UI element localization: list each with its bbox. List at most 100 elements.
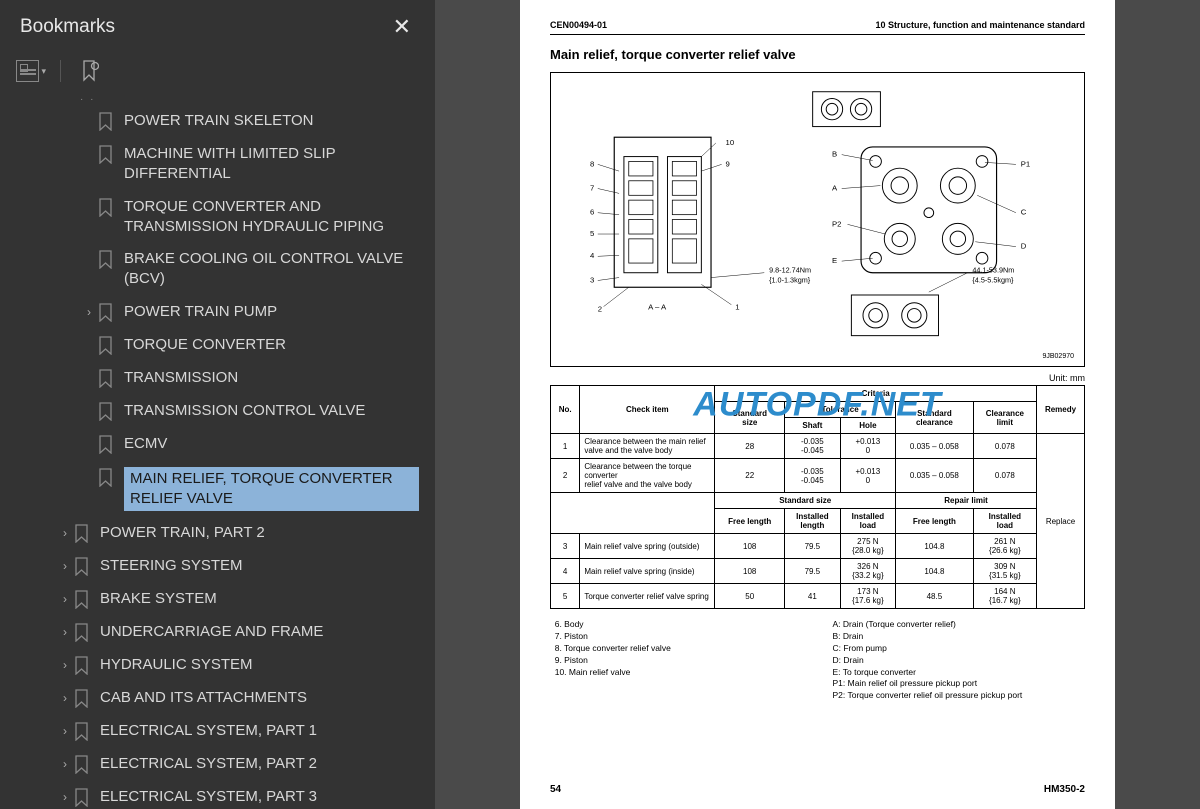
outline-view-icon[interactable]: ▾ (16, 58, 46, 84)
bookmark-label: ELECTRICAL SYSTEM, PART 3 (100, 787, 419, 807)
expand-icon[interactable]: › (56, 754, 74, 772)
svg-text:5: 5 (590, 229, 594, 238)
bookmark-label: TRANSMISSION (124, 368, 419, 388)
bookmarks-toolbar: ▾ (0, 52, 435, 94)
svg-text:3: 3 (590, 275, 594, 284)
bookmark-item[interactable]: › HYDRAULIC SYSTEM (0, 649, 427, 682)
bookmark-label: UNDERCARRIAGE AND FRAME (100, 622, 419, 642)
pdf-page: CEN00494-01 10 Structure, function and m… (520, 0, 1115, 809)
expand-icon[interactable]: › (56, 655, 74, 673)
expand-icon[interactable]: › (56, 556, 74, 574)
bookmark-ribbon-icon (98, 402, 116, 422)
page-header: CEN00494-01 10 Structure, function and m… (550, 20, 1085, 35)
page-number: 54 (550, 784, 561, 795)
bookmark-item[interactable]: › ELECTRICAL SYSTEM, PART 3 (0, 781, 427, 809)
svg-text:8: 8 (590, 159, 594, 168)
expand-icon[interactable]: › (56, 622, 74, 640)
bookmark-item[interactable]: MAIN RELIEF, TORQUE CONVERTER RELIEF VAL… (0, 461, 427, 518)
bookmark-item[interactable]: › CAB AND ITS ATTACHMENTS (0, 682, 427, 715)
svg-text:{4.5-5.5kgm}: {4.5-5.5kgm} (972, 275, 1014, 284)
section-title: Main relief, torque converter relief val… (550, 47, 1085, 62)
expand-icon[interactable]: › (56, 688, 74, 706)
unit-label: Unit: mm (550, 373, 1085, 383)
doc-code: CEN00494-01 (550, 20, 607, 30)
svg-text:4: 4 (590, 251, 595, 260)
bookmark-item[interactable]: ›ELECTRICAL SYSTEM, PART 1 (0, 715, 427, 748)
parts-legend: 6. Body 7. Piston 8. Torque converter re… (550, 619, 1085, 702)
bookmark-item[interactable]: BRAKE COOLING OIL CONTROL VALVE (BCV) (0, 243, 427, 296)
bookmark-ribbon-icon (98, 145, 116, 165)
svg-text:P2: P2 (832, 219, 841, 228)
bookmark-label: MACHINE WITH LIMITED SLIP DIFFERENTIAL (124, 144, 419, 185)
bookmark-label: ELECTRICAL SYSTEM, PART 2 (100, 754, 419, 774)
legend-right: A: Drain (Torque converter relief)B: Dra… (833, 619, 1086, 702)
expand-icon[interactable]: › (80, 302, 98, 320)
svg-text:7: 7 (590, 183, 594, 192)
bookmark-item[interactable]: POWER TRAIN SKELETON (0, 105, 427, 138)
legend-left: 6. Body 7. Piston 8. Torque converter re… (550, 619, 803, 702)
bookmark-label: STEERING SYSTEM (100, 556, 419, 576)
bookmark-label: POWER TRAIN SKELETON (124, 111, 419, 131)
bookmark-ribbon-icon (98, 250, 116, 270)
svg-text:{1.0-1.3kgm}: {1.0-1.3kgm} (769, 275, 811, 284)
bookmark-label: MAIN RELIEF, TORQUE CONVERTER RELIEF VAL… (124, 467, 419, 512)
bookmark-label: TORQUE CONVERTER AND TRANSMISSION HYDRAU… (124, 197, 419, 238)
bookmark-item[interactable]: MACHINE WITH LIMITED SLIP DIFFERENTIAL (0, 138, 427, 191)
expand-icon[interactable]: › (56, 721, 74, 739)
bookmark-item[interactable]: › POWER TRAIN, PART 2 (0, 517, 427, 550)
bookmark-label: BRAKE COOLING OIL CONTROL VALVE (BCV) (124, 249, 419, 290)
collapsed-indicator: · · (0, 94, 427, 105)
bookmark-item[interactable]: ECMV (0, 428, 427, 461)
svg-text:6: 6 (590, 208, 594, 217)
bookmark-ribbon-icon (98, 435, 116, 455)
bookmark-label: TORQUE CONVERTER (124, 335, 419, 355)
bookmarks-list[interactable]: · · POWER TRAIN SKELETON MACHINE WITH LIM… (0, 94, 435, 809)
svg-text:9: 9 (726, 159, 730, 168)
bookmark-item[interactable]: › BRAKE SYSTEM (0, 583, 427, 616)
expand-icon[interactable]: › (56, 589, 74, 607)
bookmark-ribbon-icon (74, 557, 92, 577)
svg-text:P1: P1 (1021, 159, 1030, 168)
bookmark-ribbon-icon (98, 303, 116, 323)
model-number: HM350-2 (1044, 784, 1085, 795)
bookmark-ribbon-icon (74, 590, 92, 610)
section-label: A – A (648, 303, 667, 312)
diagram-code: 9JB02970 (1042, 353, 1074, 360)
bookmark-item[interactable]: ›POWER TRAIN PUMP (0, 296, 427, 329)
ribbon-bookmark-icon[interactable] (75, 58, 105, 84)
close-panel-button[interactable]: ✕ (385, 10, 419, 44)
expand-icon[interactable]: › (56, 523, 74, 541)
bookmark-ribbon-icon (98, 336, 116, 356)
svg-text:C: C (1021, 208, 1027, 217)
bookmark-item[interactable]: TORQUE CONVERTER AND TRANSMISSION HYDRAU… (0, 191, 427, 244)
svg-text:1: 1 (735, 303, 739, 312)
expand-icon[interactable]: › (56, 787, 74, 805)
bookmark-label: BRAKE SYSTEM (100, 589, 419, 609)
bookmark-label: HYDRAULIC SYSTEM (100, 655, 419, 675)
bookmark-ribbon-icon (74, 788, 92, 808)
bookmark-item[interactable]: › ELECTRICAL SYSTEM, PART 2 (0, 748, 427, 781)
bookmark-label: POWER TRAIN, PART 2 (100, 523, 419, 543)
specification-table: No.Check itemCriteriaRemedyStandardsizeT… (550, 385, 1085, 609)
bookmark-ribbon-icon (98, 369, 116, 389)
bookmark-ribbon-icon (74, 722, 92, 742)
svg-text:E: E (832, 256, 837, 265)
svg-text:10: 10 (726, 138, 735, 147)
bookmark-label: CAB AND ITS ATTACHMENTS (100, 688, 419, 708)
bookmark-item[interactable]: › UNDERCARRIAGE AND FRAME (0, 616, 427, 649)
document-viewport[interactable]: CEN00494-01 10 Structure, function and m… (435, 0, 1200, 809)
svg-text:B: B (832, 150, 837, 159)
bookmark-ribbon-icon (98, 468, 116, 488)
sidebar-title: Bookmarks (20, 16, 115, 38)
toolbar-divider (60, 60, 61, 82)
svg-text:D: D (1021, 242, 1027, 251)
bookmark-item[interactable]: TRANSMISSION (0, 362, 427, 395)
bookmark-ribbon-icon (74, 689, 92, 709)
bookmark-item[interactable]: TORQUE CONVERTER (0, 329, 427, 362)
bookmark-item[interactable]: › STEERING SYSTEM (0, 550, 427, 583)
torque-spec-1: 9.8-12.74Nm (769, 266, 811, 275)
bookmark-item[interactable]: TRANSMISSION CONTROL VALVE (0, 395, 427, 428)
sidebar-header: Bookmarks ✕ (0, 0, 435, 52)
bookmark-label: TRANSMISSION CONTROL VALVE (124, 401, 419, 421)
bookmarks-panel: Bookmarks ✕ ▾ · · POWER TRAIN SKELETON MA… (0, 0, 435, 809)
